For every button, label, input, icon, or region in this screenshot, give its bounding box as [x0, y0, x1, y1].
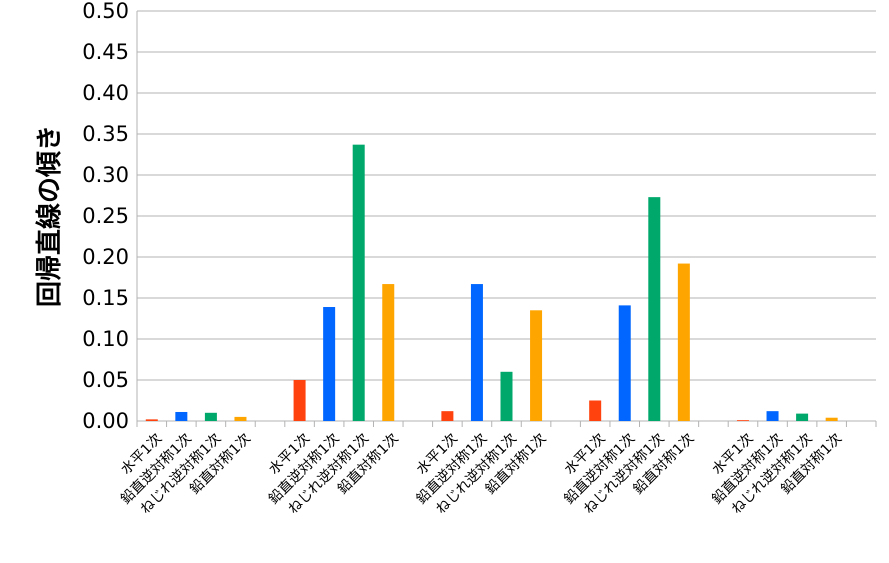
- bar: [677, 263, 690, 421]
- bar: [500, 371, 513, 421]
- y-tick-label: 0.50: [82, 0, 129, 23]
- bar: [589, 400, 602, 421]
- y-tick-label: 0.30: [82, 163, 129, 187]
- bar: [323, 307, 336, 421]
- bar: [648, 197, 661, 421]
- y-axis-title: 回帰直線の傾き: [34, 125, 65, 307]
- y-tick-label: 0.10: [82, 327, 129, 351]
- bar: [145, 419, 158, 421]
- bar: [766, 411, 779, 421]
- y-tick-label: 0.40: [82, 81, 129, 105]
- y-tick-label: 0.05: [82, 368, 129, 392]
- bar: [530, 310, 543, 421]
- y-tick-label: 0.15: [82, 286, 129, 310]
- bar: [175, 411, 188, 421]
- y-tick-label: 0.45: [82, 40, 129, 64]
- bar: [293, 380, 306, 421]
- bars: [145, 144, 838, 421]
- y-tick-label: 0.00: [82, 409, 129, 433]
- bar: [234, 416, 247, 421]
- bar: [382, 284, 395, 421]
- y-tick-label: 0.25: [82, 204, 129, 228]
- y-tick-label: 0.35: [82, 122, 129, 146]
- y-tick-label: 0.20: [82, 245, 129, 269]
- bar: [470, 284, 483, 421]
- bar: [441, 411, 454, 421]
- bar: [796, 413, 809, 421]
- y-tick-labels: 0.00 0.05 0.10 0.15 0.20 0.25 0.30 0.35 0.40 0.45…: [82, 0, 129, 433]
- bar: [736, 420, 749, 421]
- bar: [825, 417, 838, 421]
- bar: [352, 144, 365, 421]
- grid-lines: [136, 10, 877, 427]
- bar: [618, 305, 631, 421]
- bar: [204, 412, 217, 421]
